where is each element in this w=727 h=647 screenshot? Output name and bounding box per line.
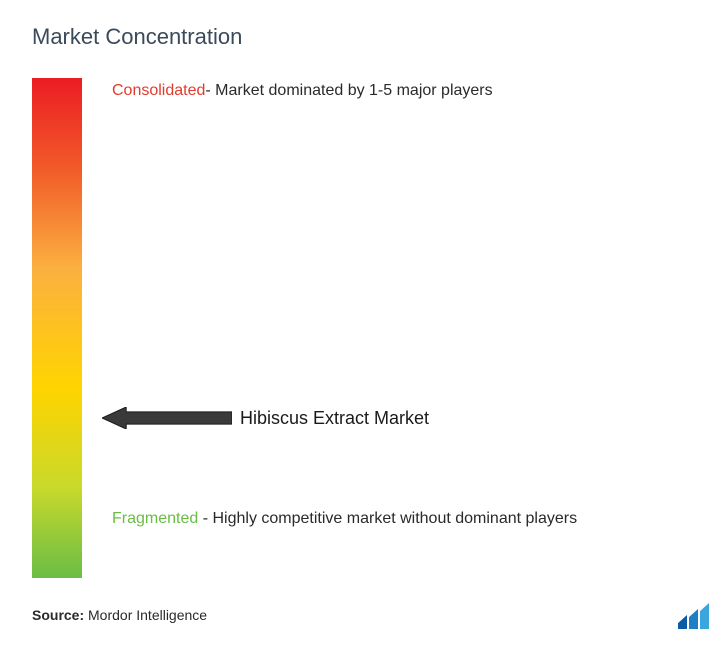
fragmented-desc: - Highly competitive market without domi…: [198, 510, 577, 527]
source-label: Source:: [32, 607, 84, 623]
consolidated-keyword: Consolidated: [112, 82, 205, 99]
source-attribution: Source: Mordor Intelligence: [32, 607, 207, 623]
market-marker: Hibiscus Extract Market: [102, 407, 429, 429]
mordor-logo-icon: [678, 603, 709, 629]
arrow-left-icon: [102, 407, 232, 429]
consolidated-label: Consolidated- Market dominated by 1-5 ma…: [112, 80, 493, 102]
concentration-chart: Consolidated- Market dominated by 1-5 ma…: [32, 78, 695, 578]
source-name: Mordor Intelligence: [88, 607, 207, 623]
marker-label: Hibiscus Extract Market: [240, 408, 429, 429]
fragmented-label: Fragmented - Highly competitive market w…: [112, 506, 577, 532]
consolidated-desc: - Market dominated by 1-5 major players: [205, 82, 492, 99]
fragmented-keyword: Fragmented: [112, 510, 198, 527]
page-title: Market Concentration: [32, 24, 695, 50]
gradient-bar: [32, 78, 82, 578]
